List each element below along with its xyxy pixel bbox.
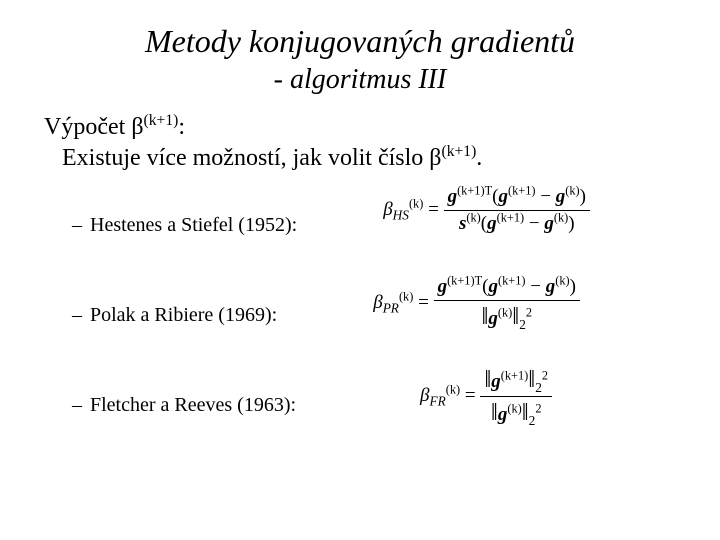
pr-n-k: (k) bbox=[555, 274, 569, 288]
fr-n-2: 2 bbox=[535, 380, 542, 395]
pr-n-min: − bbox=[526, 276, 546, 297]
hs-d-k1: (k+1) bbox=[497, 211, 525, 225]
hs-n-k: (k) bbox=[565, 184, 579, 198]
fr-d-rn: ‖ bbox=[522, 399, 529, 426]
hs-d-sk: (k) bbox=[466, 211, 480, 225]
slide-title: Metody konjugovaných gradientů bbox=[0, 0, 720, 60]
intro1-c: : bbox=[178, 114, 185, 140]
pr-supk: (k) bbox=[399, 290, 413, 304]
method-fr-label: –Fletcher a Reeves (1963): bbox=[44, 366, 296, 417]
hs-d-k: (k) bbox=[554, 211, 568, 225]
hs-sub: HS bbox=[393, 208, 409, 223]
fr-eq: = bbox=[460, 385, 480, 406]
method-pr-label: –Polak a Ribiere (1969): bbox=[44, 276, 277, 327]
hs-d-g1: g bbox=[487, 213, 497, 234]
hs-eq: = bbox=[423, 199, 443, 220]
pr-n-g2: g bbox=[488, 276, 498, 297]
hs-d-rp: ) bbox=[568, 213, 574, 234]
intro-line-1: Výpočet β(k+1): bbox=[44, 114, 676, 141]
hs-n-min: − bbox=[536, 186, 556, 207]
method-hs-label: –Hestenes a Stiefel (1952): bbox=[44, 186, 297, 237]
hs-supk: (k) bbox=[409, 197, 423, 211]
fr-sub: FR bbox=[429, 394, 445, 409]
hs-d-min: − bbox=[524, 213, 544, 234]
fr-d-k: (k) bbox=[507, 402, 521, 416]
intro2-c: . bbox=[476, 145, 482, 171]
fr-d-ln: ‖ bbox=[491, 399, 498, 426]
pr-sub: PR bbox=[383, 301, 399, 316]
method-pr: –Polak a Ribiere (1969): βPR(k) = g(k+1)… bbox=[44, 276, 676, 366]
pr-d-k: (k) bbox=[498, 306, 512, 320]
pr-n-g1: g bbox=[438, 276, 448, 297]
fr-n-sq: 2 bbox=[542, 369, 548, 383]
pr-d-g: g bbox=[488, 308, 498, 329]
intro2-a: Existuje více možností, jak volit číslo bbox=[62, 145, 429, 171]
intro2-beta: β bbox=[429, 145, 441, 171]
hs-label-text: Hestenes a Stiefel (1952): bbox=[90, 214, 297, 236]
method-hs-formula: βHS(k) = g(k+1)T(g(k+1) − g(k))s(k)(g(k+… bbox=[297, 186, 676, 235]
pr-n-rp: ) bbox=[570, 276, 576, 297]
fr-label-text: Fletcher a Reeves (1963): bbox=[90, 394, 296, 416]
hs-n-k1t: (k+1)T bbox=[457, 184, 492, 198]
method-fr: –Fletcher a Reeves (1963): βFR(k) = ‖g(k… bbox=[44, 366, 676, 456]
intro2-sup: (k+1) bbox=[442, 143, 477, 160]
fr-supk: (k) bbox=[446, 383, 460, 397]
fr-n-k1: (k+1) bbox=[501, 369, 529, 383]
slide-body: Výpočet β(k+1): Existuje více možností, … bbox=[0, 96, 720, 456]
hs-n-g2: g bbox=[498, 186, 508, 207]
intro1-beta: β bbox=[131, 114, 143, 140]
pr-n-k1t: (k+1)T bbox=[447, 274, 482, 288]
intro1-a: Výpočet bbox=[44, 114, 131, 140]
method-hs: –Hestenes a Stiefel (1952): βHS(k) = g(k… bbox=[44, 186, 676, 276]
hs-beta: β bbox=[383, 199, 392, 220]
slide-subtitle: - algoritmus III bbox=[0, 64, 720, 96]
pr-label-text: Polak a Ribiere (1969): bbox=[90, 304, 277, 326]
method-pr-formula: βPR(k) = g(k+1)T(g(k+1) − g(k))‖g(k)‖22 bbox=[277, 276, 676, 331]
pr-d-sq: 2 bbox=[526, 306, 532, 320]
hs-n-rp: ) bbox=[580, 186, 586, 207]
fr-n-g: g bbox=[491, 371, 501, 392]
hs-n-g1: g bbox=[448, 186, 458, 207]
intro1-sup: (k+1) bbox=[144, 112, 179, 129]
intro-line-2: Existuje více možností, jak volit číslo … bbox=[44, 145, 676, 172]
fr-d-g: g bbox=[498, 404, 508, 425]
method-fr-formula: βFR(k) = ‖g(k+1)‖22‖g(k)‖22 bbox=[296, 366, 676, 427]
slide: Metody konjugovaných gradientů - algorit… bbox=[0, 0, 720, 540]
hs-n-k1: (k+1) bbox=[508, 184, 536, 198]
pr-d-2: 2 bbox=[519, 317, 526, 332]
fr-d-sq: 2 bbox=[535, 402, 541, 416]
hs-n-g3: g bbox=[556, 186, 566, 207]
pr-n-g3: g bbox=[546, 276, 556, 297]
hs-d-g2: g bbox=[544, 213, 554, 234]
pr-eq: = bbox=[413, 292, 433, 313]
pr-beta: β bbox=[373, 292, 382, 313]
pr-n-k1: (k+1) bbox=[498, 274, 526, 288]
